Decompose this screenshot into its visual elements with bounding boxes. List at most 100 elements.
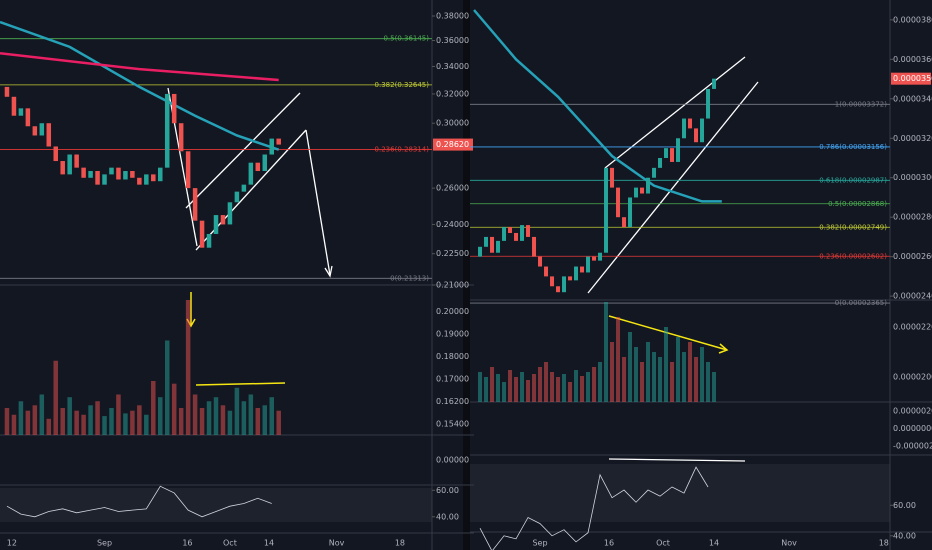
volume-bar — [178, 408, 184, 435]
volume-bar — [496, 374, 501, 402]
volume-bar — [32, 405, 38, 435]
volume-bar — [616, 317, 621, 402]
candle — [171, 93, 177, 124]
candle — [269, 138, 274, 155]
fib-label: 0.786(0.00003156) — [819, 143, 887, 151]
volume-bar — [586, 372, 591, 402]
candle — [604, 167, 609, 253]
volume-bar — [102, 416, 107, 435]
candle — [556, 286, 561, 293]
candle — [102, 174, 107, 185]
candle — [496, 240, 501, 253]
x-tick-label: 16 — [182, 539, 192, 548]
volume-bar — [74, 410, 79, 435]
candle — [262, 154, 268, 172]
x-tick-label: 14 — [709, 539, 719, 548]
volume-bar — [514, 377, 519, 402]
x-tick-label: Sep — [97, 539, 112, 548]
volume-bar — [67, 397, 72, 435]
y-tick-label: 0.00003000 — [893, 173, 932, 182]
volume-bar — [676, 337, 681, 402]
macd-axis-label: -0.00000200 — [893, 442, 932, 451]
divergence-line — [608, 458, 746, 462]
candle — [700, 118, 705, 143]
volume-bar — [213, 397, 219, 435]
candle — [574, 266, 579, 281]
channel-line — [604, 56, 746, 169]
rsi-band — [0, 488, 432, 522]
volume-bar — [220, 405, 226, 435]
candle — [178, 123, 184, 152]
volume-bar — [532, 374, 537, 402]
candle — [652, 167, 657, 178]
projection-arrow — [305, 129, 331, 276]
volume-bar — [116, 394, 121, 435]
y-tick-label: 0.00002600 — [893, 252, 932, 261]
candle — [276, 138, 281, 145]
candle — [478, 246, 483, 257]
volume-bar — [694, 357, 699, 402]
rsi-line — [479, 466, 709, 550]
volume-bar — [248, 394, 254, 435]
volume-bar — [520, 372, 525, 402]
candle — [116, 167, 121, 180]
volume-bar — [206, 401, 212, 435]
volume-bar — [25, 410, 31, 435]
volume-bar — [712, 372, 717, 402]
volume-bar — [574, 370, 579, 402]
volume-bar — [81, 414, 86, 435]
y-tick-label: 0.38000 — [436, 12, 469, 21]
candle — [694, 128, 699, 143]
x-tick-label: 14 — [264, 539, 274, 548]
volume-bar — [490, 367, 495, 402]
y-tick-label: 0.24000 — [436, 220, 469, 229]
candle — [640, 187, 645, 194]
candle — [60, 161, 65, 175]
volume-line — [195, 382, 286, 386]
candle — [95, 171, 100, 185]
candle — [248, 162, 254, 185]
fib-label: 0(0.21313) — [390, 274, 429, 282]
volume-bar — [646, 342, 651, 402]
volume-bar — [598, 362, 603, 402]
volume-bar — [562, 374, 567, 402]
candle — [220, 215, 226, 225]
candle — [144, 174, 149, 185]
candle — [123, 171, 128, 180]
volume-bar — [109, 408, 114, 435]
y-tick-label: 0.21000 — [436, 281, 469, 290]
volume-bar — [658, 357, 663, 402]
y-tick-label: 0.00003600 — [893, 55, 932, 64]
volume-bar — [262, 405, 268, 435]
candle — [88, 171, 93, 178]
x-tick-label: Oct — [656, 539, 670, 548]
candle — [520, 225, 525, 241]
volume-bar — [164, 340, 170, 435]
volume-bar — [550, 372, 555, 402]
volume-bar — [568, 382, 573, 402]
volume-bar — [60, 408, 65, 435]
candle — [4, 86, 10, 97]
last-price-box — [433, 138, 473, 151]
x-tick-label: Oct — [223, 539, 237, 548]
candle — [622, 217, 627, 228]
arrow-head — [324, 265, 333, 278]
y-tick-label: 0.00002400 — [893, 292, 932, 301]
candle — [18, 108, 24, 116]
last-price-box — [891, 72, 931, 85]
volume-bar — [556, 377, 561, 402]
volume-bar — [580, 376, 585, 402]
candle — [185, 151, 191, 189]
fib-label: 0.236(0.28314) — [375, 145, 430, 153]
y-tick-label: 0.36000 — [436, 36, 469, 45]
volume-bar — [144, 414, 149, 435]
candle — [39, 123, 45, 136]
volume-bar — [664, 327, 669, 402]
candle — [682, 118, 687, 139]
candle — [706, 88, 711, 119]
candle — [628, 197, 633, 228]
volume-bar — [610, 342, 615, 402]
volume-bar — [123, 413, 128, 435]
volume-bar — [18, 401, 24, 435]
